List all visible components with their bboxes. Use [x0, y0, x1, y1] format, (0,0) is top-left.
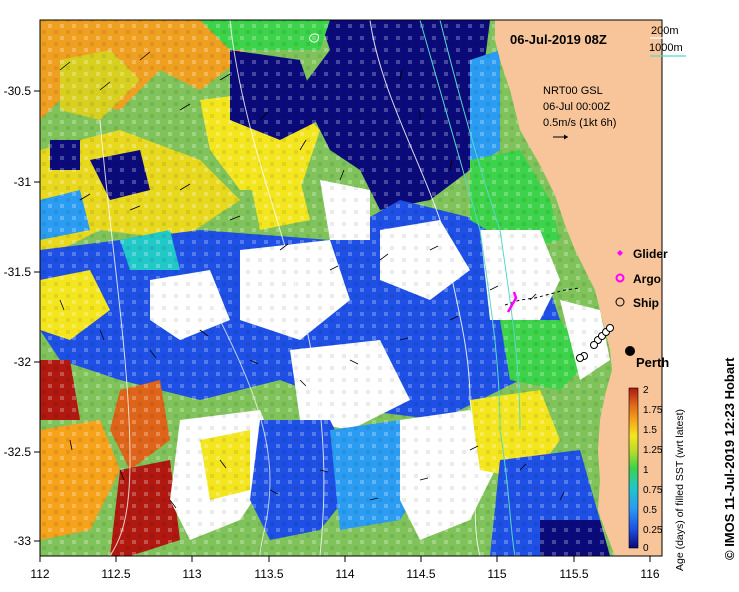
- copyright-text: © IMOS 11-Jul-2019 12:23 Hobart: [722, 357, 737, 560]
- x-tick-label: 112.5: [101, 567, 130, 581]
- ship-track: [504, 287, 614, 362]
- argo-legend-label: Argo: [633, 272, 661, 286]
- x-tick-label: 112: [30, 567, 49, 581]
- product-label: NRT00 GSL: [543, 85, 603, 97]
- x-tick-label: 114.5: [406, 567, 435, 581]
- x-tick-label: 113: [182, 567, 201, 581]
- y-tick-label: -31.5: [4, 265, 32, 279]
- vector-annotation: NRT00 GSL 06-Jul 00:00Z 0.5m/s (1kt 6h): [543, 85, 616, 140]
- city-label: Perth: [636, 355, 669, 370]
- x-tick-label: 115.5: [559, 567, 588, 581]
- contour-legend: 200m 1000m: [649, 25, 686, 57]
- land-mass: [495, 20, 662, 556]
- perth-marker: [625, 346, 635, 356]
- y-tick-label: -32: [14, 355, 32, 369]
- current-vectors: [59, 51, 565, 509]
- map-title: 06-Jul-2019 08Z: [510, 32, 607, 47]
- colorbar-tick-label: 2: [643, 385, 649, 396]
- y-tick-label: -33: [14, 534, 32, 548]
- colorbar-tick-label: 1.25: [643, 445, 663, 456]
- glider-legend-label: Glider: [633, 247, 668, 261]
- y-axis: -30.5 -31 -31.5 -32 -32.5 -33: [4, 84, 40, 548]
- glider-track: [506, 291, 518, 313]
- x-tick-label: 115: [487, 567, 506, 581]
- colorbar-title: Age (days) of filled SST (wrt latest): [674, 409, 686, 571]
- ship-legend-symbol: [615, 297, 625, 307]
- colorbar: 2 1.75 1.5 1.25 1 0.75 0.5 0.25 0 Age (d…: [628, 385, 686, 571]
- ship-legend-label: Ship: [633, 296, 659, 310]
- colorbar-tick-label: 1.5: [643, 425, 657, 436]
- colorbar-tick-label: 0.75: [643, 485, 663, 496]
- colorbar-tick-label: 0: [643, 543, 649, 554]
- x-axis: 112 112.5 113 113.5 114 114.5 115 115.5 …: [30, 556, 660, 581]
- y-tick-label: -31: [14, 175, 32, 189]
- colorbar-tick-label: 1: [643, 465, 649, 476]
- vector-scale-label: 0.5m/s (1kt 6h): [543, 117, 616, 129]
- vector-scale-arrow: [553, 134, 568, 140]
- argo-legend-symbol: [615, 273, 625, 283]
- colorbar-tick-label: 0.25: [643, 525, 663, 536]
- y-tick-label: -30.5: [4, 84, 32, 98]
- plot-frame: [39, 19, 663, 557]
- colorbar-tick-label: 1.75: [643, 405, 663, 416]
- colorbar-tick-label: 0.5: [643, 505, 657, 516]
- vector-date-label: 06-Jul 00:00Z: [543, 101, 611, 113]
- y-tick-label: -32.5: [4, 445, 32, 459]
- glider-legend-symbol: [617, 250, 623, 256]
- colorbar-ramp: [628, 387, 639, 549]
- contour-legend-label: 200m: [651, 25, 679, 37]
- x-tick-label: 114: [335, 567, 354, 581]
- contour-legend-label: 1000m: [649, 42, 683, 54]
- observation-legend: Glider Argo Ship: [615, 247, 668, 310]
- map-plot-area: [40, 20, 662, 556]
- x-tick-label: 113.5: [254, 567, 283, 581]
- x-tick-label: 116: [640, 567, 659, 581]
- bathymetry-contours: [99, 20, 521, 556]
